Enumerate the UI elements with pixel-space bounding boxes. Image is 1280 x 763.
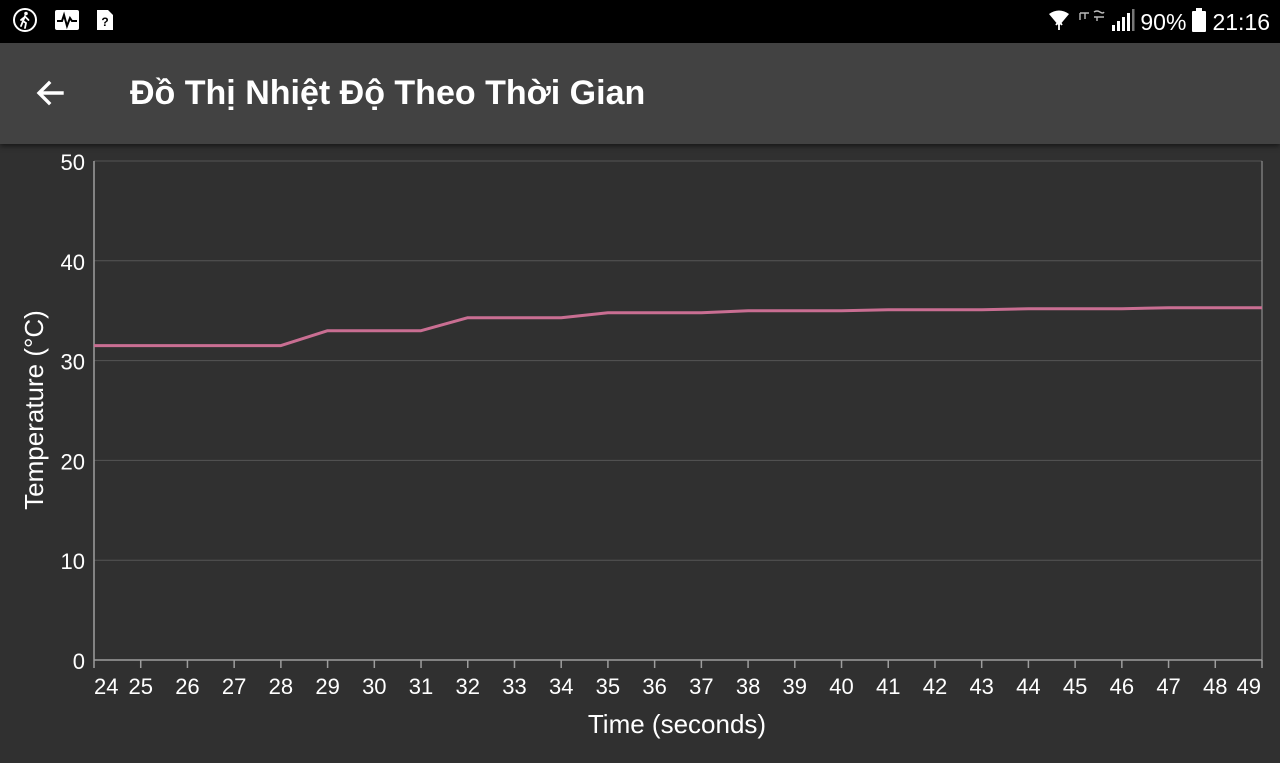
x-tick-label: 27 [222, 674, 246, 699]
battery-percent: 90% [1140, 8, 1187, 35]
x-tick-label: 38 [736, 674, 760, 699]
x-tick-label: 36 [642, 674, 666, 699]
chart-axes: 0 10 20 30 40 50 24 25 26 27 28 29 30 31 32 33 34 35 36 37 3… [61, 150, 1263, 699]
x-tick-label: 24 [94, 674, 118, 699]
x-tick-label: 28 [269, 674, 293, 699]
signal-icon [1111, 8, 1135, 37]
x-axis-label: Time (seconds) [588, 709, 766, 739]
wifi-icon [1047, 8, 1071, 37]
temperature-line [94, 306, 1262, 348]
x-tick-label: 43 [969, 674, 993, 699]
app-bar: Đồ Thị Nhiệt Độ Theo Thời Gian [0, 43, 1280, 144]
arrow-back-icon [36, 80, 64, 106]
x-tick-label: 39 [783, 674, 807, 699]
svg-text:?: ? [101, 15, 108, 29]
y-tick-label: 30 [61, 350, 85, 375]
walk-icon [12, 7, 38, 38]
x-tick-label: 33 [502, 674, 526, 699]
chart-series [93, 306, 1263, 348]
x-tick-label: 34 [549, 674, 573, 699]
x-tick-label: 25 [128, 674, 152, 699]
x-tick-label: 29 [315, 674, 339, 699]
chart-svg: 0 10 20 30 40 50 24 25 26 27 28 29 30 31 32 33 34 35 36 37 3… [19, 150, 1263, 739]
y-tick-label: 0 [73, 649, 85, 674]
x-tick-label: 37 [689, 674, 713, 699]
x-tick-label: 47 [1156, 674, 1180, 699]
y-axis-label: Temperature (°C) [19, 310, 49, 510]
network-carrier-icon [1077, 8, 1107, 37]
back-button[interactable] [26, 69, 74, 117]
x-tick-label: 49 [1237, 674, 1261, 699]
x-tick-label: 41 [876, 674, 900, 699]
x-tick-label: 42 [923, 674, 947, 699]
activity-icon [54, 9, 80, 36]
x-tick-label: 44 [1016, 674, 1040, 699]
y-tick-label: 40 [61, 250, 85, 275]
x-tick-label: 30 [362, 674, 386, 699]
y-tick-label: 50 [61, 150, 85, 175]
x-tick-label: 46 [1110, 674, 1134, 699]
y-tick-label: 10 [61, 549, 85, 574]
y-tick-label: 20 [61, 449, 85, 474]
status-bar: ? 90% [0, 0, 1280, 43]
status-bar-right: 90% 21:16 [1047, 6, 1270, 38]
x-tick-label: 45 [1063, 674, 1087, 699]
page-title: Đồ Thị Nhiệt Độ Theo Thời Gian [130, 74, 646, 112]
battery-icon [1192, 7, 1207, 37]
status-bar-left: ? [12, 7, 114, 38]
x-tick-label: 35 [596, 674, 620, 699]
x-tick-label: 31 [409, 674, 433, 699]
x-tick-label: 26 [175, 674, 199, 699]
temperature-chart: 0 10 20 30 40 50 24 25 26 27 28 29 30 31 32 33 34 35 36 37 3… [0, 144, 1280, 763]
x-tick-label: 48 [1203, 674, 1227, 699]
clock-time: 21:16 [1212, 8, 1270, 35]
x-tick-label: 32 [456, 674, 480, 699]
x-tick-label: 40 [829, 674, 853, 699]
chart-grid [94, 160, 1262, 561]
unknown-file-icon: ? [96, 9, 114, 36]
